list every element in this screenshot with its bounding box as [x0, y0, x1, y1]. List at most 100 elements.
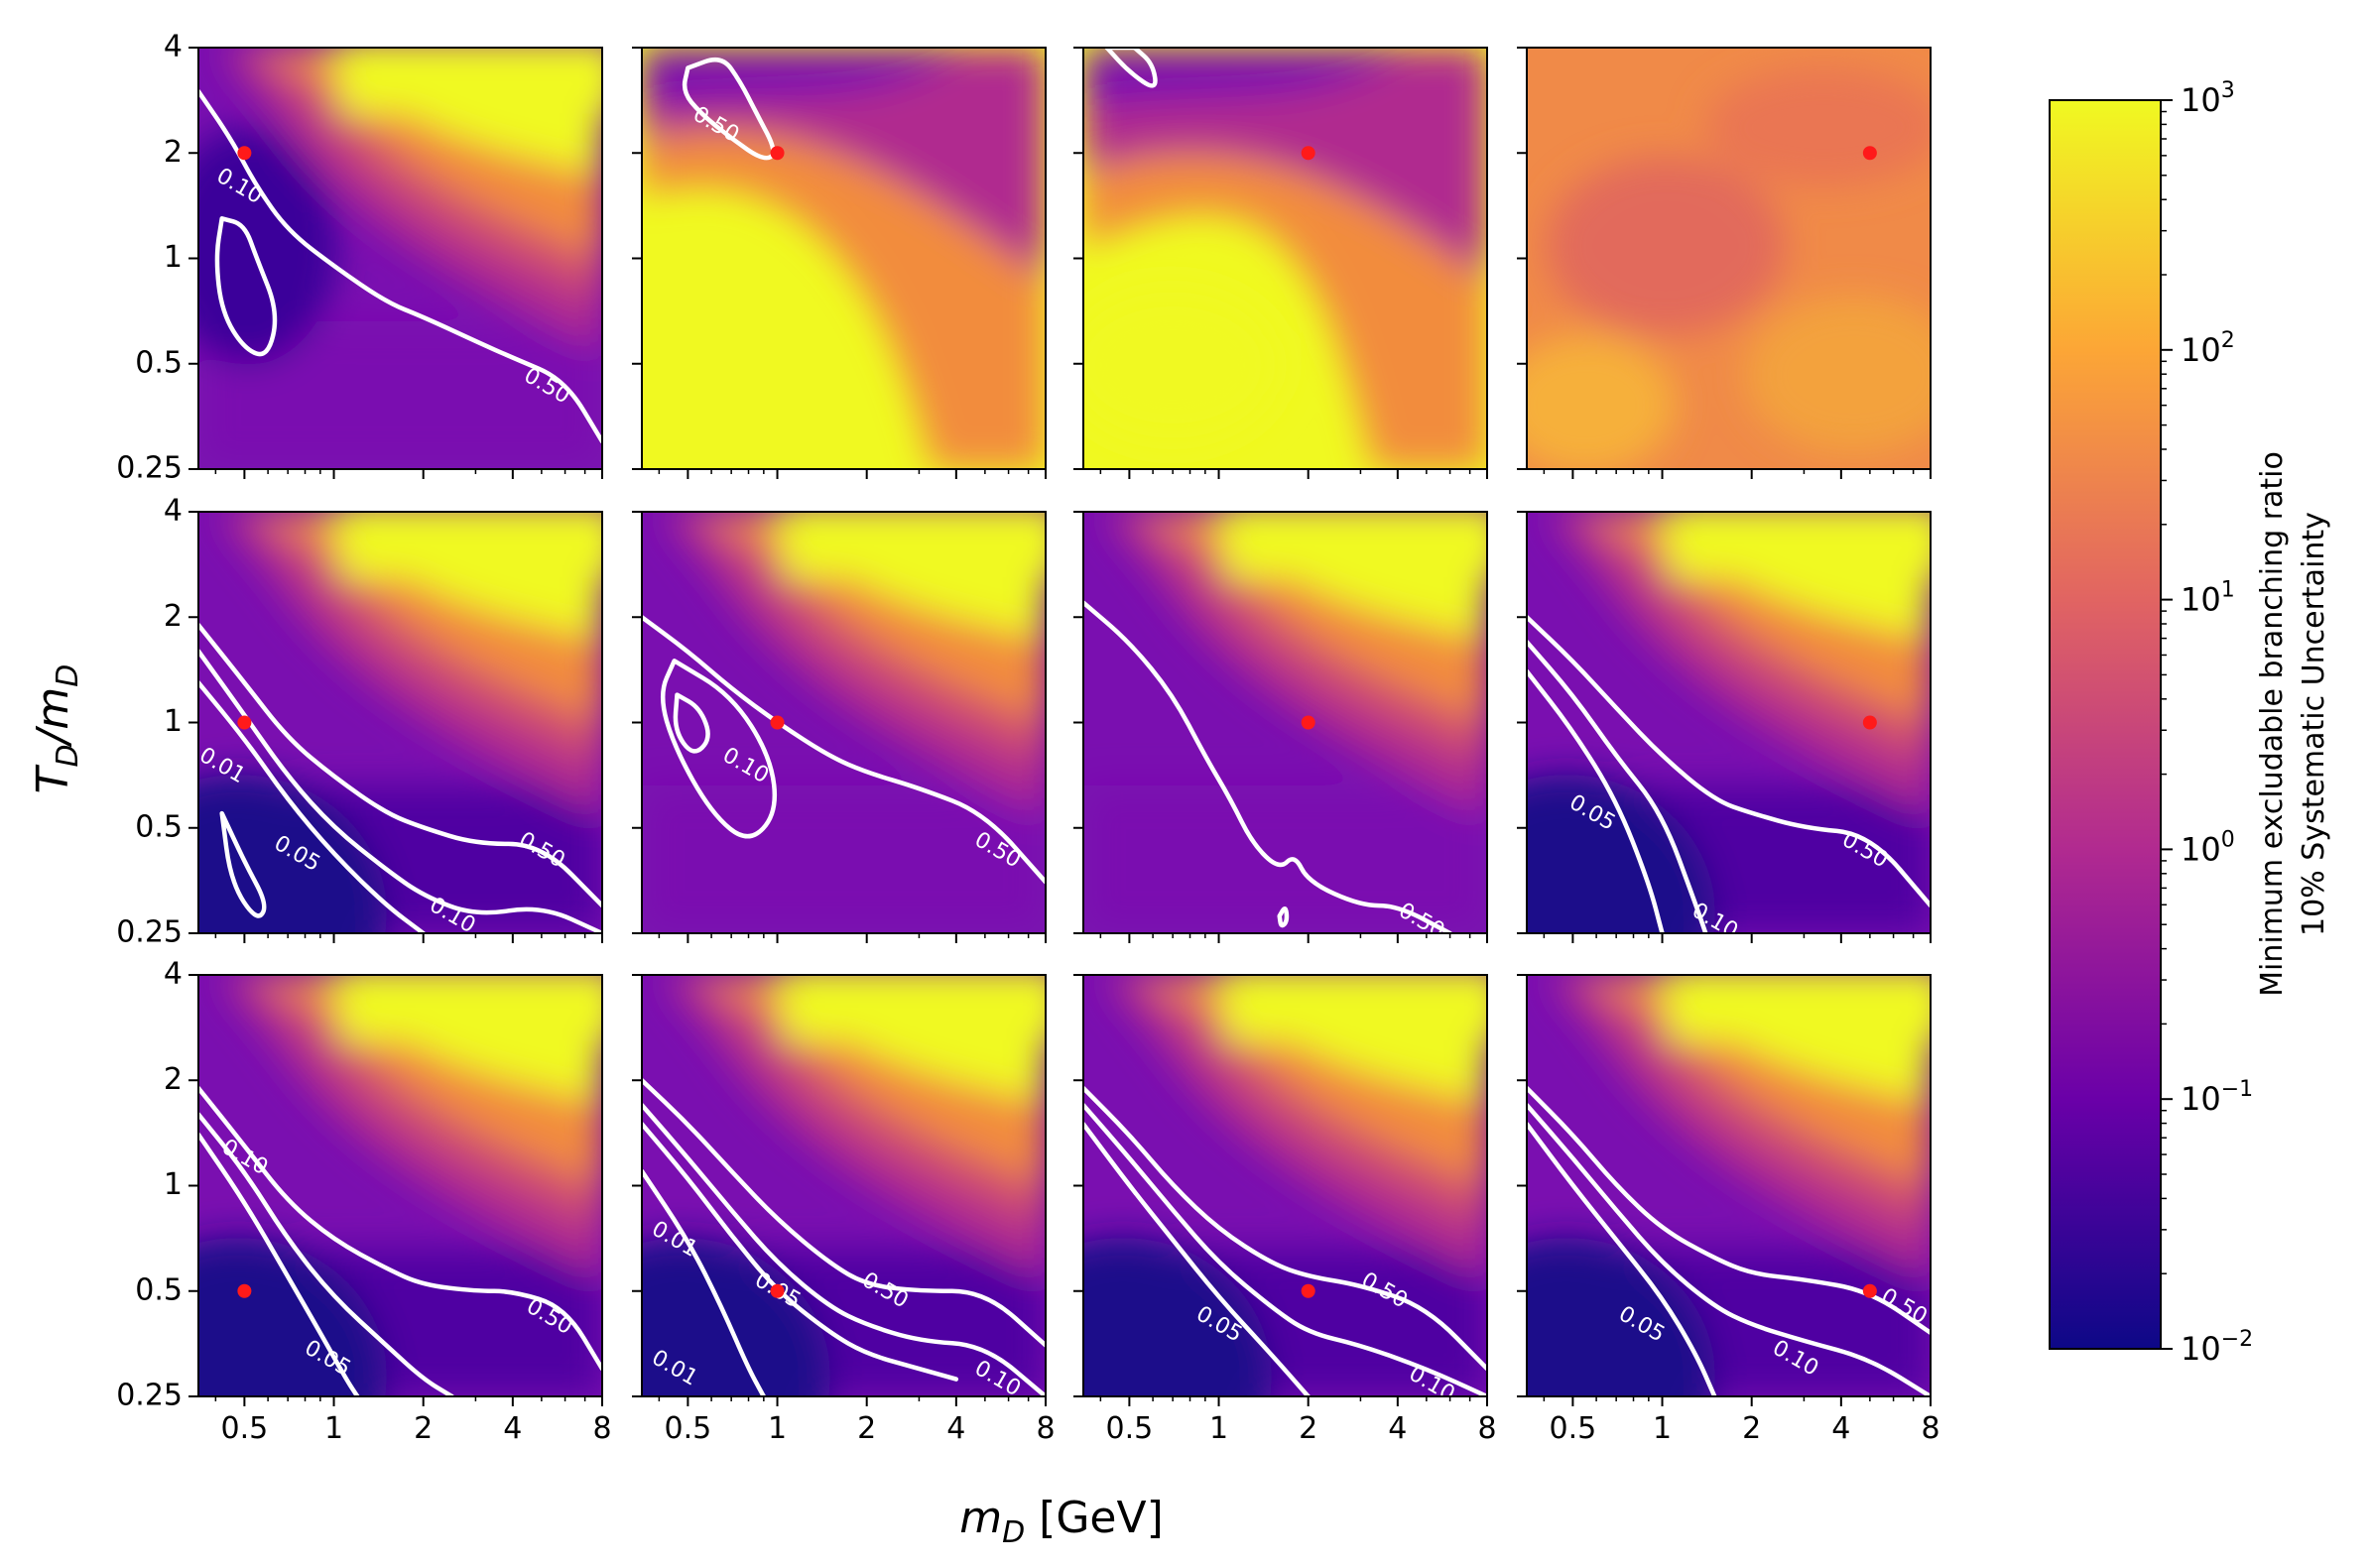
heatmap-fill: [642, 48, 1046, 469]
panel-r0-c1: 0.50: [632, 47, 1047, 479]
y-tick-label: 0.25: [116, 451, 183, 486]
panel-r2-c2: 0.050.500.100.5 1 2 4 8: [1073, 974, 1497, 1446]
contour-0.10: [1524, 639, 1708, 936]
heatmap-fill: [642, 512, 1046, 933]
y-tick-label: 0.5: [135, 345, 183, 380]
contour-0.50: [1080, 600, 1452, 936]
colorbar-label-line1: Minimum excludable branching ratio: [2255, 451, 2290, 997]
contour-0.10: [195, 649, 605, 936]
benchmark-marker: [1301, 1283, 1315, 1298]
contour-0.50: [639, 1078, 1049, 1348]
panel-r1-c2: 0.50: [1073, 511, 1488, 944]
contour-0.10: [214, 216, 278, 357]
contour-0.10: [673, 692, 710, 754]
y-axis-label: TD/mD: [28, 664, 85, 794]
colorbar-tick-label: 10−1: [2181, 1077, 2253, 1118]
y-tick-label: 1: [164, 704, 183, 739]
benchmark-marker: [1301, 146, 1315, 161]
colorbar-tick-label: 10−2: [2181, 1327, 2253, 1368]
contour-0.05: [1080, 1122, 1311, 1399]
contour-0.10: [660, 659, 777, 839]
y-tick-label: 0.5: [135, 809, 183, 844]
x-tick-label: 2: [414, 1411, 433, 1446]
colorbar-tick-label: 103: [2181, 78, 2235, 119]
x-tick-label: 1: [1209, 1411, 1228, 1446]
x-tick-label: 8: [1036, 1411, 1055, 1446]
benchmark-marker: [770, 715, 785, 730]
y-tick-label: 0.25: [116, 1379, 183, 1413]
heatmap-fill: [1083, 512, 1487, 933]
colorbar-tick-label: 101: [2181, 578, 2235, 619]
heatmap-fill: [198, 48, 602, 469]
heatmap-fill: [1527, 48, 1931, 469]
panel-r0-c3: [1517, 47, 1932, 479]
x-tick-label: 1: [1653, 1411, 1672, 1446]
x-tick-label: 4: [946, 1411, 965, 1446]
heatmap-fill: [1527, 512, 1931, 933]
heatmap-fill: [198, 975, 602, 1396]
x-axis-label: mD [GeV]: [959, 1493, 1164, 1550]
colorbar-ticks: 103 102 101 100 10−1 10−2: [2161, 78, 2253, 1368]
contour-0.10: [1080, 1102, 1490, 1399]
benchmark-marker: [1862, 1283, 1877, 1298]
contour-0.10: [195, 1112, 454, 1399]
colorbar-tick-label: 102: [2181, 328, 2235, 369]
contour-0.50: [639, 615, 1049, 885]
x-tick-label: 1: [324, 1411, 343, 1446]
x-tick-label: 8: [592, 1411, 611, 1446]
x-tick-label: 0.5: [665, 1411, 712, 1446]
x-tick-label: 2: [1742, 1411, 1761, 1446]
contour-0.50: [195, 622, 605, 908]
contour-0.50: [1524, 615, 1934, 908]
contour-0.50: [1524, 1085, 1934, 1336]
contour-0.10: [195, 88, 605, 444]
x-tick-label: 8: [1921, 1411, 1939, 1446]
contour-0.50: [1277, 906, 1290, 928]
contour-0.10: [639, 1102, 1049, 1399]
y-tick-label: 0.5: [135, 1272, 183, 1307]
y-tick-label: 2: [164, 1062, 183, 1097]
y-tick-label: 4: [164, 30, 183, 64]
x-tick-label: 0.5: [1106, 1411, 1154, 1446]
x-tick-label: 2: [1299, 1411, 1317, 1446]
colorbar-tick-label: 100: [2181, 827, 2235, 868]
contour-0.01: [639, 1168, 767, 1399]
y-tick-label: 4: [164, 494, 183, 529]
benchmark-marker: [237, 146, 252, 161]
contour-0.50: [1080, 1085, 1490, 1372]
x-tick-label: 4: [1388, 1411, 1407, 1446]
contour-0.05: [1524, 1122, 1717, 1399]
benchmark-marker: [1862, 146, 1877, 161]
contour-0.50: [1104, 45, 1158, 88]
benchmark-marker: [237, 715, 252, 730]
x-tick-label: 0.5: [221, 1411, 269, 1446]
panel-grid: 0.100.504210.50.250.500.010.050.100.5042…: [116, 30, 1939, 1447]
x-tick-label: 4: [1831, 1411, 1850, 1446]
panel-r1-c3: 0.050.100.50: [1517, 511, 1934, 944]
benchmark-marker: [1301, 715, 1315, 730]
colorbar: 103 102 101 100 10−1 10−2 Minimum excludable …: [2049, 78, 2331, 1368]
y-tick-label: 2: [164, 135, 183, 170]
x-tick-label: 0.5: [1550, 1411, 1597, 1446]
panel-r0-c2: [1073, 45, 1488, 479]
benchmark-marker: [770, 1283, 785, 1298]
contour-0.50: [195, 1085, 605, 1372]
x-tick-label: 1: [768, 1411, 787, 1446]
benchmark-marker: [237, 1283, 252, 1298]
y-tick-label: 2: [164, 599, 183, 634]
x-tick-label: 4: [503, 1411, 522, 1446]
benchmark-marker: [770, 146, 785, 161]
contour-0.05: [1524, 668, 1665, 936]
heatmap-fill: [198, 512, 602, 933]
y-tick-label: 1: [164, 1167, 183, 1202]
contour-0.05: [195, 1132, 360, 1399]
contour-0.10: [1524, 1102, 1934, 1399]
colorbar-gradient: [2049, 99, 2162, 1350]
contour-0.01: [219, 810, 267, 918]
heatmap-fill: [1083, 48, 1487, 469]
